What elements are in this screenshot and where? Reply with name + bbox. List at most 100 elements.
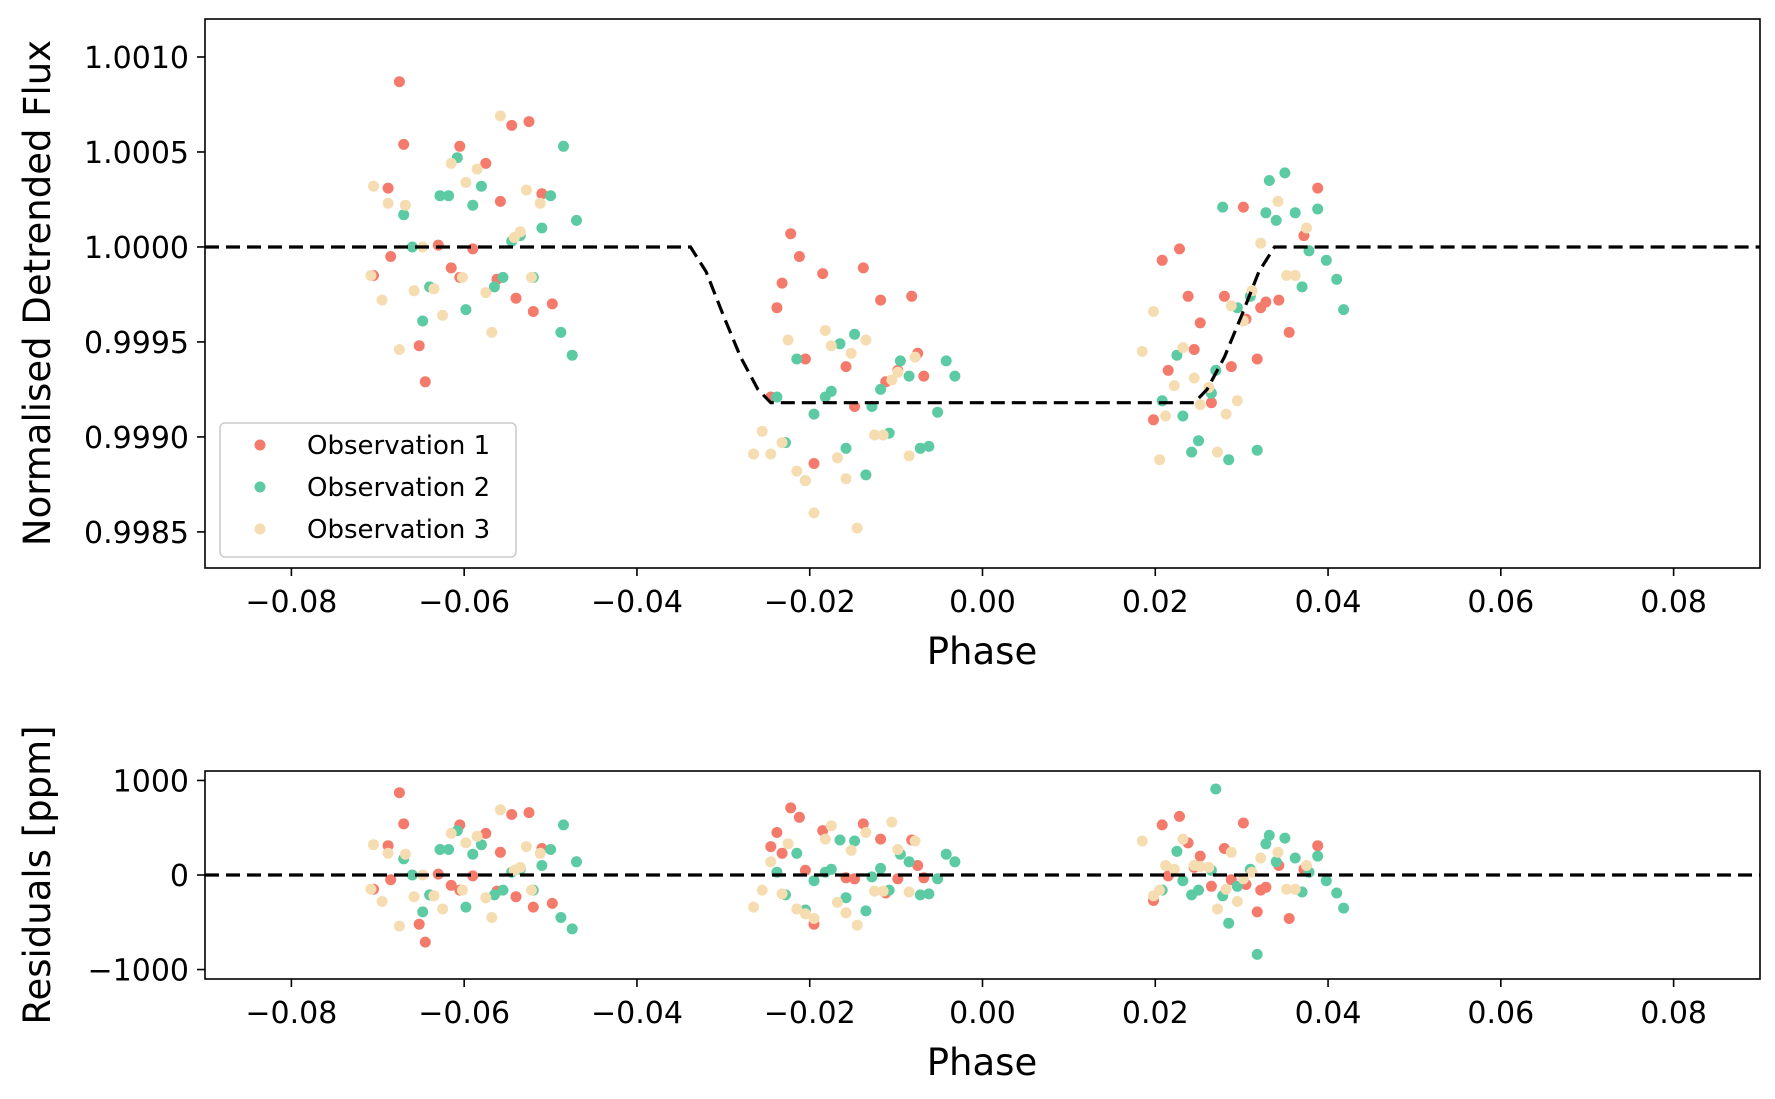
light-curve-point-observation-2: [1296, 281, 1308, 293]
light-curve-point-observation-3: [399, 199, 411, 211]
legend-marker-observation-3: [254, 523, 266, 535]
residuals-point-observation-2: [571, 856, 582, 868]
legend: Observation 1 Observation 2 Observation …: [219, 422, 517, 558]
light-curve-point-observation-1: [1162, 364, 1174, 376]
residuals-x-tick-label: 0.02: [1122, 996, 1189, 1031]
light-curve-point-observation-1: [875, 294, 887, 306]
transit-model-line: [205, 245, 1760, 405]
residuals-point-observation-3: [1160, 860, 1172, 871]
light-curve-point-observation-3: [1246, 285, 1258, 297]
residuals-point-observation-2: [1320, 875, 1332, 887]
light-curve-point-observation-3: [1168, 380, 1180, 392]
residuals-y-axis-title: Residuals [ppm]: [16, 725, 59, 1024]
residuals-point-observation-1: [1251, 906, 1263, 918]
residuals-point-observation-2: [834, 834, 846, 846]
residuals-point-observation-2: [443, 844, 455, 855]
light-curve-point-observation-3: [903, 450, 915, 462]
light-curve-point-observation-1: [1188, 344, 1200, 355]
light-curve-point-observation-1: [393, 76, 405, 88]
residuals-point-observation-3: [886, 816, 898, 828]
light-curve-point-observation-1: [918, 370, 930, 382]
light-curve-point-observation-2: [406, 241, 418, 253]
light-curve-point-observation-3: [892, 366, 904, 378]
residuals-point-observation-1: [510, 891, 522, 903]
light-curve-point-observation-3: [428, 283, 440, 295]
residuals-point-observation-1: [494, 846, 506, 858]
legend-label-observation-3: Observation 3: [307, 515, 490, 545]
residuals-point-observation-3: [756, 884, 768, 896]
light-curve-x-tick-label: 0.08: [1640, 585, 1707, 620]
light-curve-point-observation-1: [771, 302, 783, 314]
light-curve-point-observation-3: [494, 110, 506, 122]
light-curve-point-observation-3: [1220, 408, 1232, 420]
light-curve-point-observation-2: [1223, 454, 1235, 466]
residuals-point-observation-2: [1312, 850, 1324, 862]
residuals-point-observation-1: [445, 879, 457, 891]
light-curve-y-tick-label: 0.9995: [84, 326, 189, 361]
light-curve-point-observation-1: [1251, 353, 1263, 365]
light-curve-point-observation-2: [571, 214, 582, 226]
light-curve-point-observation-1: [536, 188, 548, 200]
light-curve-point-observation-1: [419, 376, 431, 388]
light-curve-point-observation-3: [909, 351, 921, 363]
residuals-point-observation-2: [840, 892, 852, 904]
legend-label-observation-1: Observation 1: [307, 431, 490, 461]
light-curve-point-observation-2: [791, 353, 803, 365]
residuals-point-observation-2: [1270, 856, 1282, 868]
legend-entry-observation-1: Observation 1: [254, 431, 490, 461]
residuals-point-observation-2: [1289, 852, 1301, 864]
residuals-point-observation-1: [506, 809, 518, 820]
light-curve-point-observation-3: [376, 294, 388, 306]
light-curve-x-tick-label: −0.02: [764, 585, 856, 620]
residuals-point-observation-2: [866, 871, 878, 883]
residuals-point-observation-1: [799, 864, 811, 876]
residuals-x-tick-label: 0.06: [1467, 996, 1534, 1031]
light-curve-point-observation-3: [791, 465, 803, 477]
residuals-point-observation-3: [514, 861, 526, 873]
residuals-point-observation-3: [445, 827, 457, 839]
light-curve-point-observation-2: [894, 355, 906, 367]
light-curve-point-observation-2: [545, 190, 557, 202]
light-curve-y-axis-title: Normalised Detrended Flux: [16, 40, 59, 546]
light-curve-point-observation-1: [480, 157, 492, 169]
light-curve-y-tick-label: 1.0010: [84, 41, 189, 76]
residuals-point-observation-2: [875, 862, 887, 874]
residuals-point-observation-2: [488, 889, 500, 901]
residuals-point-observation-1: [1237, 817, 1249, 829]
residuals-point-observation-2: [1331, 887, 1343, 899]
residuals-point-observation-3: [1301, 860, 1312, 871]
light-curve-point-observation-2: [1156, 395, 1168, 407]
residuals-point-observation-1: [398, 818, 410, 830]
residuals-point-observation-3: [368, 839, 379, 851]
light-curve-point-observation-1: [1174, 243, 1185, 255]
residuals-point-observation-1: [817, 825, 829, 837]
light-curve-point-observation-2: [488, 281, 500, 293]
light-curve-point-observation-3: [526, 271, 537, 283]
light-curve-point-observation-3: [1289, 270, 1301, 281]
residuals-y-ticks: −1000 0 1000: [88, 764, 205, 989]
legend-box: [219, 422, 517, 558]
residuals-point-observation-1: [527, 901, 539, 913]
light-curve-point-observation-3: [534, 197, 546, 209]
light-curve-point-observation-3: [819, 325, 831, 336]
residuals-point-observation-1: [480, 827, 492, 839]
residuals-point-observation-2: [406, 869, 418, 881]
residuals-point-observation-1: [1205, 880, 1217, 892]
light-curve-point-observation-2: [1338, 304, 1350, 316]
light-curve-point-observation-2: [1177, 410, 1189, 422]
light-curve-point-observation-2: [1217, 201, 1229, 213]
residuals-point-observation-2: [467, 848, 479, 860]
residuals-point-observation-3: [494, 804, 506, 816]
residuals-point-observation-3: [782, 838, 794, 850]
residuals-point-observation-2: [1279, 832, 1291, 844]
light-curve-point-observation-2: [558, 140, 569, 152]
light-curve-point-observation-3: [799, 475, 811, 487]
residuals-point-observation-3: [1231, 896, 1243, 907]
residuals-point-observation-1: [793, 811, 805, 823]
residuals-point-observation-3: [486, 912, 498, 923]
light-curve-point-observation-2: [1186, 446, 1198, 458]
light-curve-point-observation-1: [785, 228, 797, 240]
residuals-point-observation-2: [536, 860, 548, 871]
light-curve-point-observation-2: [932, 406, 944, 418]
residuals-point-observation-1: [546, 897, 558, 909]
